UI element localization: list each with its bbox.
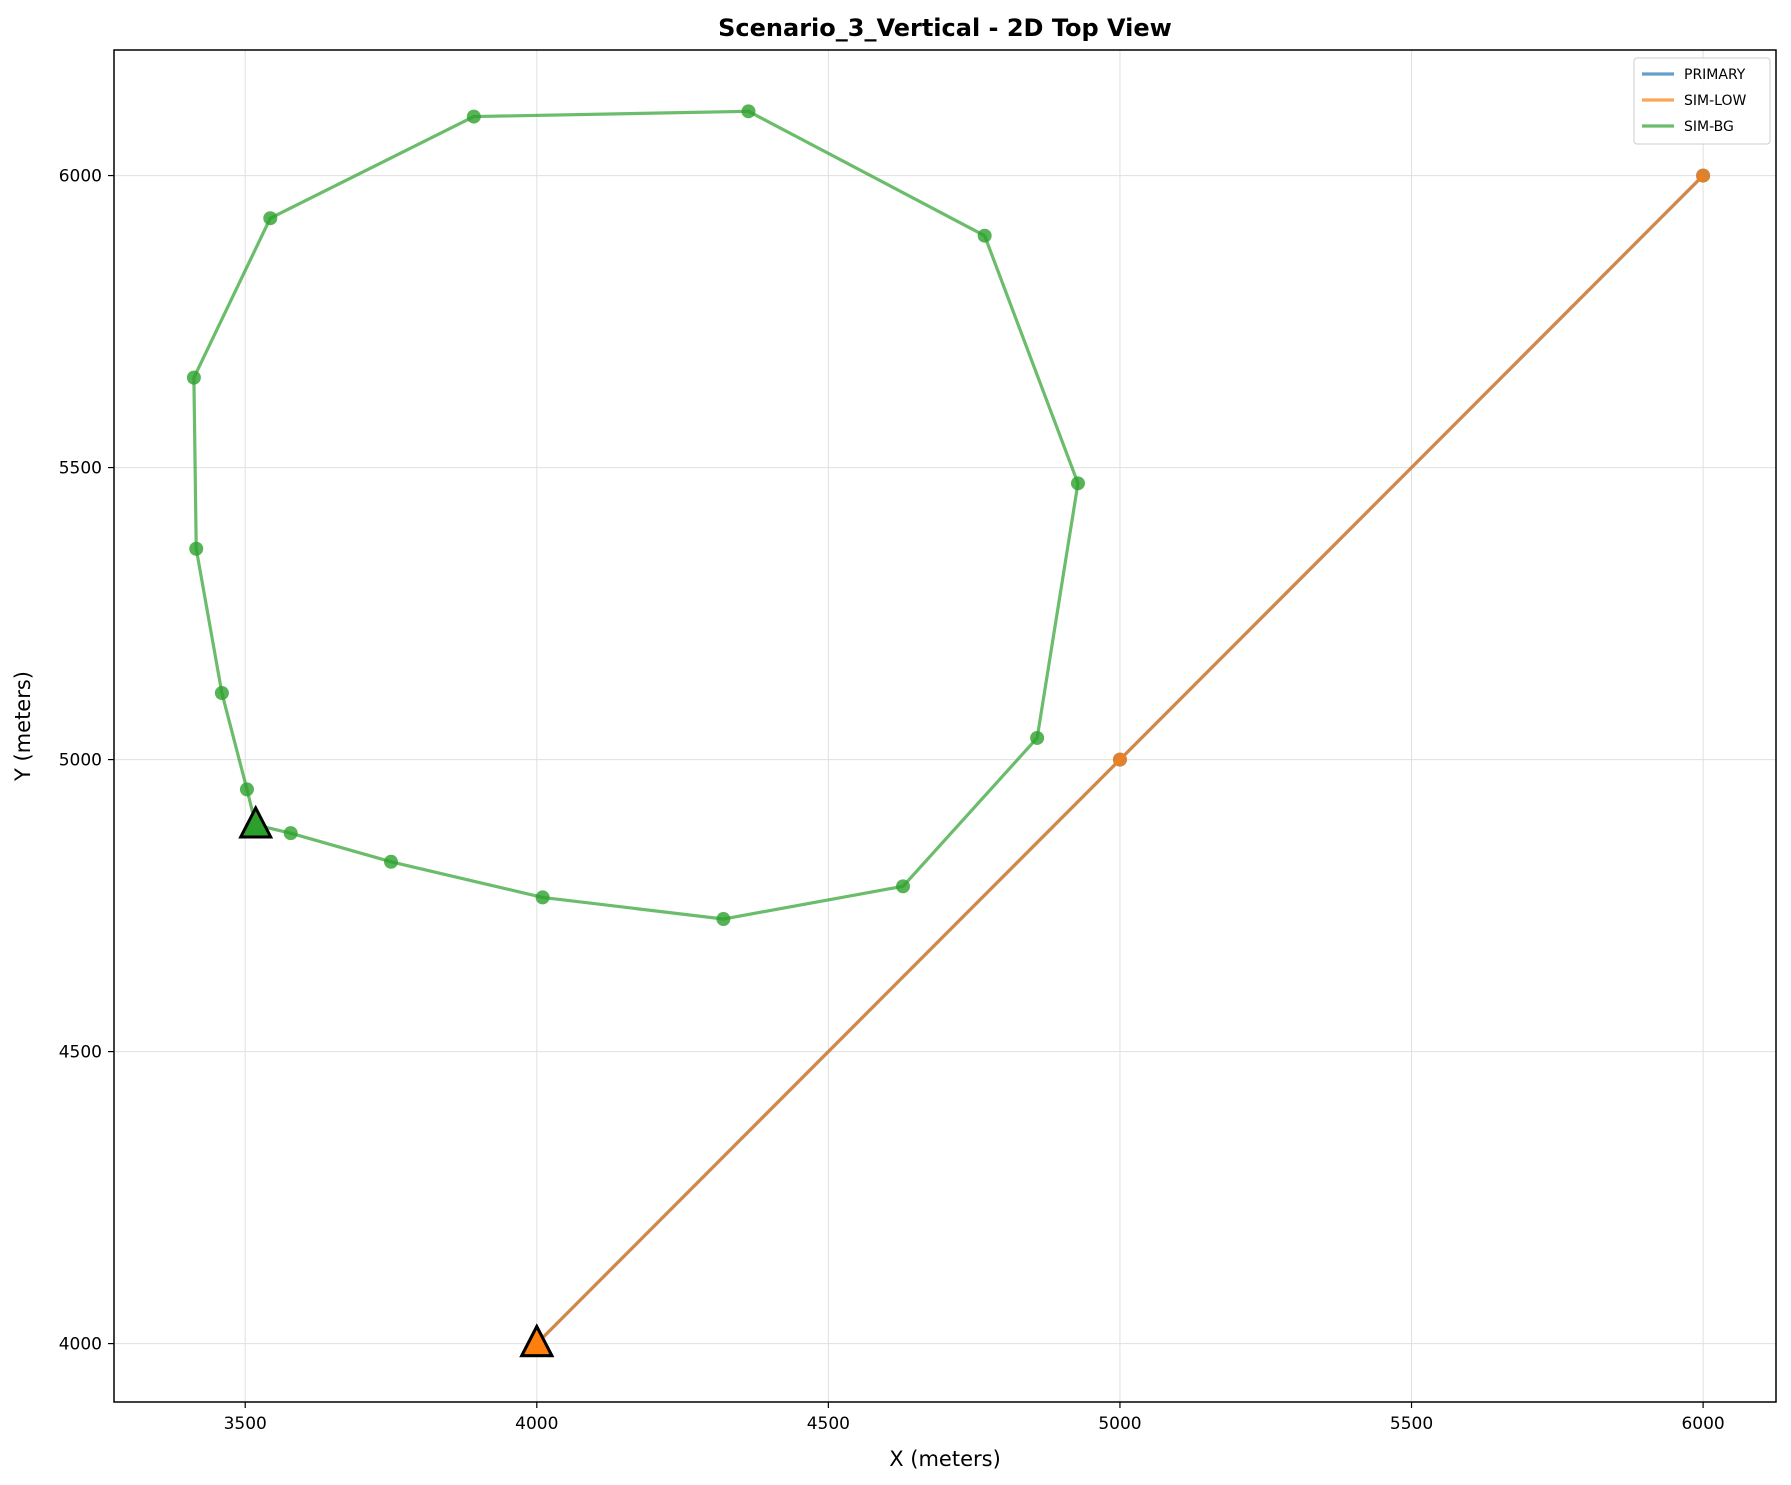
- y-tick-label: 5500: [59, 459, 102, 479]
- ticks: 3500 4000 4500 5000 5500 6000 4000 4500 5000 5500…: [59, 167, 1725, 1434]
- data-point-sim-bg: [283, 826, 298, 841]
- data-point-sim-bg: [1070, 476, 1085, 491]
- series-layer: [186, 104, 1711, 1358]
- x-tick-label: 6000: [1681, 1414, 1724, 1434]
- legend-label-sim-low: SIM-LOW: [1684, 93, 1746, 109]
- series-sim-bg: [186, 104, 1085, 927]
- start-marker-sim-bg: [238, 804, 274, 839]
- data-point-sim-bg: [214, 686, 229, 701]
- x-tick-label: 5500: [1390, 1414, 1433, 1434]
- legend-label-sim-bg: SIM-BG: [1684, 119, 1734, 135]
- y-axis-title: Y (meters): [11, 671, 35, 782]
- data-point-sim-bg: [896, 879, 911, 894]
- x-tick-label: 3500: [224, 1414, 267, 1434]
- data-point-sim-bg: [466, 109, 481, 124]
- data-point-sim-low: [1112, 752, 1127, 767]
- chart-title: Scenario_3_Vertical - 2D Top View: [718, 14, 1172, 42]
- grid: [114, 50, 1776, 1402]
- legend-label-primary: PRIMARY: [1684, 67, 1746, 83]
- data-point-sim-bg: [1030, 730, 1045, 745]
- data-point-sim-bg: [741, 104, 756, 119]
- x-tick-label: 4500: [807, 1414, 850, 1434]
- series-sim-low: [519, 168, 1711, 1358]
- x-tick-label: 5000: [1098, 1414, 1141, 1434]
- plot-frame: [113, 49, 1777, 1403]
- y-tick-label: 4000: [59, 1335, 102, 1355]
- data-point-sim-low: [1696, 168, 1711, 183]
- y-tick-label: 5000: [59, 751, 102, 771]
- start-marker-sim-low: [519, 1323, 555, 1358]
- data-point-sim-bg: [239, 782, 254, 797]
- x-axis-title: X (meters): [889, 1447, 1001, 1471]
- data-point-sim-bg: [716, 912, 731, 927]
- data-point-sim-bg: [535, 890, 550, 905]
- data-point-sim-bg: [189, 541, 204, 556]
- x-tick-label: 4000: [515, 1414, 558, 1434]
- legend-box: [1633, 57, 1771, 145]
- data-point-sim-bg: [186, 370, 201, 385]
- data-point-sim-bg: [384, 854, 398, 869]
- data-point-sim-bg: [263, 211, 278, 226]
- y-tick-label: 4500: [59, 1043, 102, 1063]
- y-tick-label: 6000: [59, 167, 102, 187]
- legend: PRIMARY SIM-LOW SIM-BG: [1633, 57, 1771, 145]
- data-point-sim-bg: [977, 228, 992, 243]
